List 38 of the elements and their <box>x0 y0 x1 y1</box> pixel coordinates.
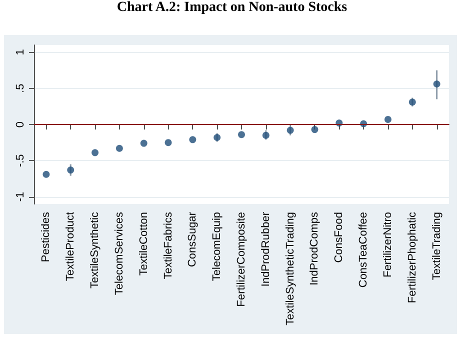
x-tick-label: TextileSynthetic <box>89 212 102 288</box>
x-tick-label: TextileTrading <box>430 212 443 280</box>
point <box>92 149 99 156</box>
x-tick-label: Pesticides <box>40 212 52 262</box>
x-tick-label: TextileProduct <box>64 212 77 282</box>
point <box>262 132 270 139</box>
x-tick-label: TextileSyntheticTrading <box>284 212 296 326</box>
point <box>408 98 416 106</box>
point <box>238 131 245 138</box>
point <box>189 136 196 144</box>
x-tick-label: TelecomEquip <box>211 212 224 282</box>
point <box>433 80 440 88</box>
point <box>384 116 392 123</box>
chart-title: Chart A.2: Impact on Non-auto Stocks <box>116 0 348 17</box>
point <box>286 126 294 134</box>
point <box>42 170 50 178</box>
x-tick-label: ConsSugar <box>186 212 199 268</box>
y-tick-label: -1 <box>14 192 26 202</box>
point <box>311 126 318 134</box>
x-tick-label: IndProdRubber <box>260 212 272 287</box>
y-tick-label: -.5 <box>14 154 26 168</box>
x-tick-label: FertilizerComposite <box>236 212 248 307</box>
x-tick-label: ConsTeaCoffee <box>358 212 370 288</box>
x-tick-label: TextileCotton <box>138 212 150 276</box>
x-tick-label: IndProdComps <box>308 212 321 286</box>
point <box>116 144 123 152</box>
point <box>164 139 172 146</box>
x-tick-label: FertilizerPhophatic <box>406 212 418 304</box>
point <box>140 140 148 147</box>
x-tick-label: FertilizerNitro <box>382 212 394 278</box>
x-tick-label: TelecomServices <box>113 212 126 296</box>
point <box>67 166 74 174</box>
point <box>214 134 221 142</box>
x-tick-label: ConsFood <box>333 212 346 263</box>
x-tick-label: TextileFabrics <box>162 212 174 280</box>
y-tick-label: 0 <box>14 121 26 128</box>
y-tick-label: .5 <box>14 84 26 93</box>
y-tick-label: 1 <box>14 49 26 56</box>
